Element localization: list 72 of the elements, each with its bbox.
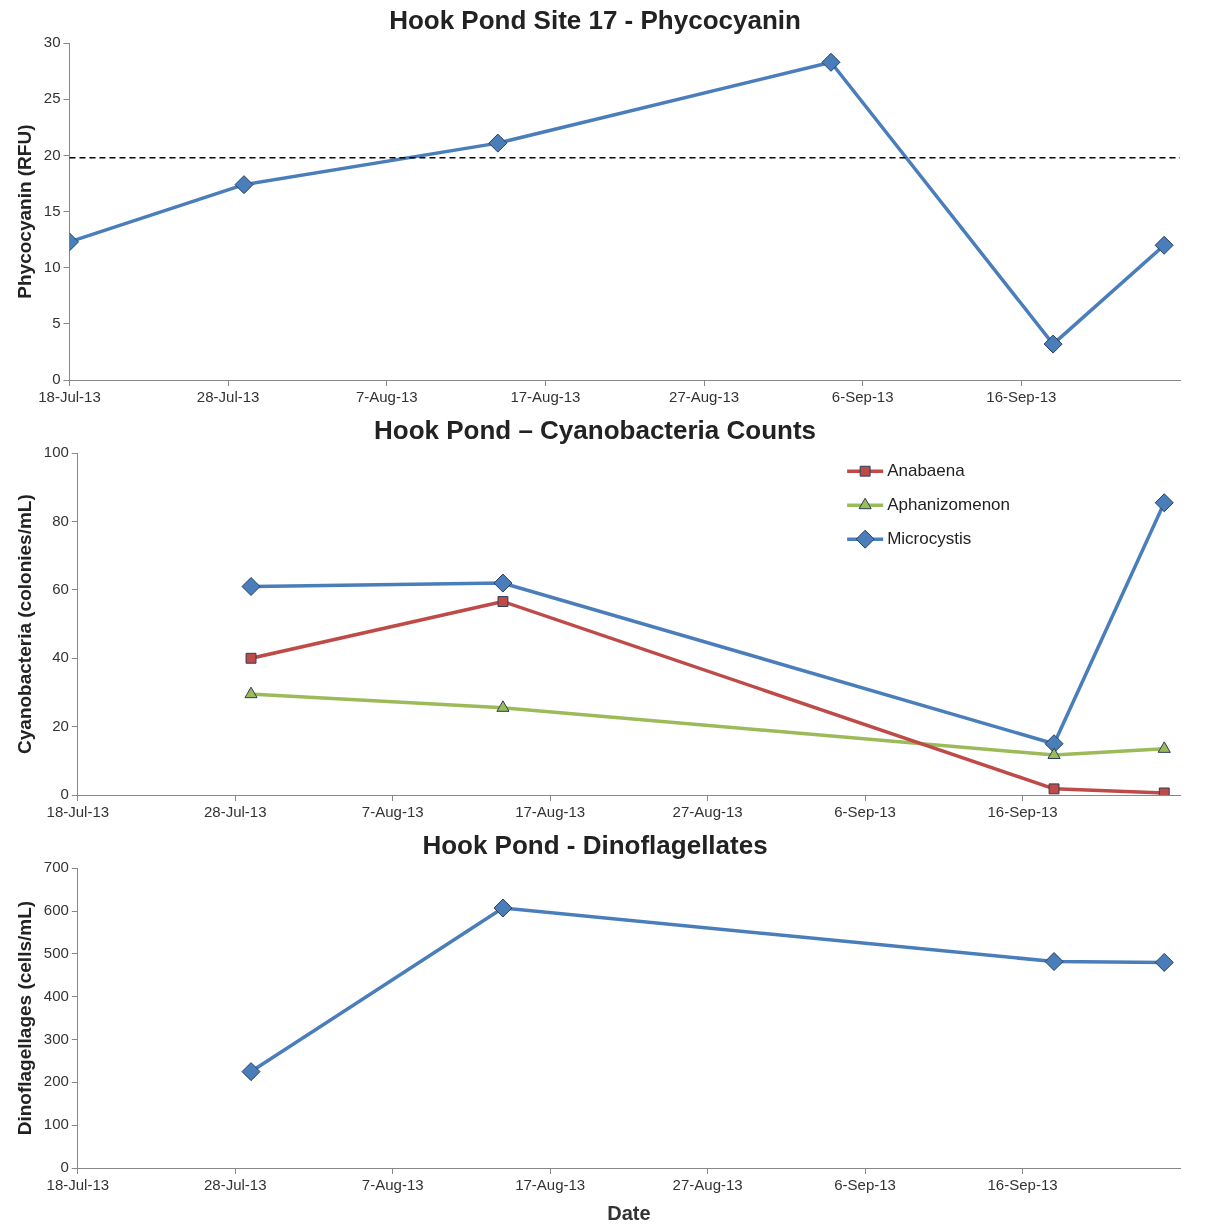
y-tick-label: 100 <box>43 443 69 461</box>
x-tick-label: 18-Jul-13 <box>46 1176 110 1194</box>
y-tick-label: 40 <box>52 648 69 666</box>
y-tick-label: 60 <box>52 580 69 598</box>
chart-title: Hook Pond – Cyanobacteria Counts <box>373 414 817 445</box>
x-axis-title: Date <box>607 1201 651 1224</box>
legend-label: Anabaena <box>887 460 966 480</box>
x-tick-label: 17-Aug-13 <box>515 1176 586 1194</box>
x-tick-label: 16-Sep-13 <box>986 388 1057 406</box>
x-tick-label: 7-Aug-13 <box>361 1176 424 1194</box>
x-tick-label: 18-Jul-13 <box>46 803 110 821</box>
y-tick-label: 20 <box>43 145 61 163</box>
point <box>245 652 257 664</box>
point <box>1044 952 1064 972</box>
point <box>234 175 254 195</box>
chart-title: Hook Pond - Dinoflagellates <box>422 829 768 860</box>
x-tick-label: 18-Jul-13 <box>38 388 101 406</box>
x-tick-label: 6-Sep-13 <box>834 1176 896 1194</box>
y-axis-title: Dinoflagellages (cells/mL) <box>13 900 35 1136</box>
x-tick-label: 27-Aug-13 <box>672 803 743 821</box>
x-tick-label: 28-Jul-13 <box>204 1176 267 1194</box>
x-tick-label: 27-Aug-13 <box>672 1176 743 1194</box>
y-tick-label: 600 <box>43 901 69 919</box>
point <box>1048 783 1060 795</box>
y-tick-label: 500 <box>43 944 69 961</box>
point <box>1043 334 1063 354</box>
y-tick-label: 0 <box>60 1158 69 1176</box>
x-tick-label: 6-Sep-13 <box>831 388 894 406</box>
x-tick-label: 17-Aug-13 <box>510 388 581 406</box>
point <box>1154 952 1174 972</box>
x-tick-label: 6-Sep-13 <box>834 803 896 821</box>
y-tick-label: 20 <box>52 716 69 734</box>
y-tick-label: 80 <box>52 511 69 529</box>
x-tick-label: 27-Aug-13 <box>669 388 740 406</box>
legend-label: Microcystis <box>887 528 972 548</box>
point <box>488 133 508 153</box>
point <box>497 596 509 607</box>
point <box>1047 747 1061 760</box>
y-tick-label: 400 <box>43 986 69 1004</box>
y-tick-label: 0 <box>60 785 69 803</box>
x-tick-label: 17-Aug-13 <box>515 803 586 821</box>
y-tick-label: 5 <box>52 314 61 332</box>
point <box>241 577 261 596</box>
x-tick-label: 16-Sep-13 <box>987 803 1058 821</box>
x-tick-label: 7-Aug-13 <box>355 388 418 406</box>
y-axis-title: Cyanobacteria (colonies/mL) <box>13 494 35 754</box>
chart-title: Hook Pond Site 17 - Phycocyanin <box>389 4 801 35</box>
x-tick-label: 7-Aug-13 <box>361 803 424 821</box>
point <box>1044 734 1064 754</box>
y-tick-label: 0 <box>52 370 61 388</box>
point <box>821 52 841 72</box>
point <box>493 898 513 918</box>
point <box>241 1062 261 1082</box>
y-tick-label: 700 <box>43 858 69 876</box>
x-tick-label: 16-Sep-13 <box>987 1176 1058 1194</box>
y-tick-label: 25 <box>43 89 61 107</box>
x-tick-label: 28-Jul-13 <box>204 803 267 821</box>
y-tick-label: 30 <box>43 33 61 51</box>
point <box>1154 235 1174 255</box>
point <box>1154 493 1174 513</box>
point <box>244 686 258 699</box>
point <box>496 700 510 712</box>
y-axis-title: Phycocyanin (RFU) <box>13 124 35 299</box>
point <box>1157 741 1171 753</box>
x-tick-label: 28-Jul-13 <box>196 388 260 406</box>
legend-label: Aphanizomenon <box>887 494 1011 514</box>
y-tick-label: 15 <box>43 201 61 219</box>
point <box>493 573 513 593</box>
y-tick-label: 100 <box>43 1115 69 1133</box>
y-tick-label: 10 <box>43 257 61 275</box>
y-tick-label: 200 <box>43 1072 69 1090</box>
y-tick-label: 300 <box>43 1029 69 1047</box>
